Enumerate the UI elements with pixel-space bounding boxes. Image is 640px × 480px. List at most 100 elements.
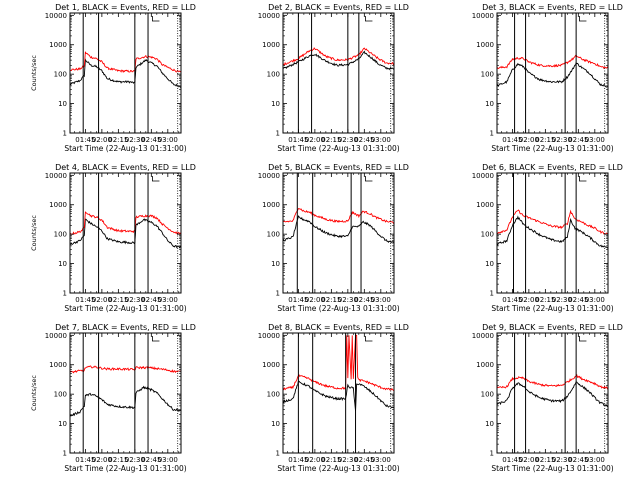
y-tick-label: 100 <box>267 71 280 79</box>
x-axis-label: Start Time (22-Aug-13 01:31:00) <box>491 304 613 313</box>
plot-frame <box>282 332 395 454</box>
x-tick-label: 02:45 <box>568 296 588 304</box>
y-tick-label: 1 <box>490 290 494 298</box>
state-bracket <box>365 16 373 22</box>
x-axis-label: Start Time (22-Aug-13 01:31:00) <box>64 304 186 313</box>
y-tick-label: 10 <box>271 420 280 428</box>
y-tick-label: 100 <box>481 391 494 399</box>
x-tick-label: 03:00 <box>585 136 605 144</box>
x-tick-label: 02:45 <box>354 136 374 144</box>
y-tick-label: 100 <box>54 391 67 399</box>
y-tick-label: 10 <box>485 100 494 108</box>
chart-title: Det 4, BLACK = Events, RED = LLD <box>55 163 196 172</box>
panel-det-5: Det 5, BLACK = Events, RED = LLD 1 10 100 10… <box>258 163 409 313</box>
x-tick-label: 02:30 <box>125 296 145 304</box>
series-lld-line <box>496 54 609 70</box>
x-tick-label: 02:15 <box>535 456 555 464</box>
chart-title: Det 3, BLACK = Events, RED = LLD <box>482 3 623 12</box>
x-axis-label: Start Time (22-Aug-13 01:31:00) <box>491 464 613 473</box>
plot-frame <box>69 172 182 294</box>
x-axis-label: Start Time (22-Aug-13 01:31:00) <box>277 304 399 313</box>
y-tick-label: 1000 <box>262 361 280 369</box>
x-axis-label: Start Time (22-Aug-13 01:31:00) <box>64 464 186 473</box>
x-tick-label: 02:15 <box>535 136 555 144</box>
y-tick-label: 10 <box>485 260 494 268</box>
x-tick-label: 02:15 <box>108 296 128 304</box>
y-tick-label: 10 <box>58 260 67 268</box>
series-lld-line <box>282 334 395 391</box>
y-axis-label: Counts/sec <box>30 55 38 91</box>
x-tick-label: 02:30 <box>552 296 572 304</box>
x-tick-label: 02:15 <box>535 296 555 304</box>
x-tick-label: 01:45 <box>288 296 308 304</box>
panel-det-6: Det 6, BLACK = Events, RED = LLD 1 10 100 10… <box>472 163 623 313</box>
state-bracket <box>152 176 160 182</box>
x-tick-label: 02:00 <box>92 456 112 464</box>
x-tick-label: 02:00 <box>519 296 539 304</box>
x-tick-label: 03:00 <box>158 456 178 464</box>
x-tick-label: 02:45 <box>354 456 374 464</box>
panel-det-1: Det 1, BLACK = Events, RED = LLD 1 10 100 10… <box>30 3 196 153</box>
x-tick-label: 02:00 <box>305 136 325 144</box>
y-tick-label: 10000 <box>472 172 494 180</box>
y-tick-label: 1000 <box>49 361 67 369</box>
series-lld-line <box>69 211 182 236</box>
y-tick-label: 10000 <box>258 172 280 180</box>
x-tick-label: 03:00 <box>371 296 391 304</box>
y-tick-label: 1 <box>490 450 494 458</box>
chart-title: Det 1, BLACK = Events, RED = LLD <box>55 3 196 12</box>
plot-frame <box>496 172 609 294</box>
y-tick-label: 100 <box>54 231 67 239</box>
series-lld-line <box>69 51 182 74</box>
series-events-line <box>69 385 182 418</box>
x-tick-label: 02:00 <box>519 136 539 144</box>
x-tick-label: 02:15 <box>321 136 341 144</box>
x-tick-label: 02:00 <box>305 456 325 464</box>
series-lld-line <box>282 47 395 66</box>
y-tick-label: 10000 <box>45 332 67 340</box>
x-tick-label: 01:45 <box>502 296 522 304</box>
plot-frame <box>496 12 609 134</box>
x-tick-label: 02:15 <box>321 456 341 464</box>
y-tick-label: 1000 <box>49 201 67 209</box>
y-tick-label: 1 <box>276 130 280 138</box>
x-tick-label: 02:45 <box>568 456 588 464</box>
y-tick-label: 1000 <box>262 41 280 49</box>
x-tick-label: 03:00 <box>158 136 178 144</box>
y-tick-label: 1 <box>276 290 280 298</box>
y-tick-label: 100 <box>481 231 494 239</box>
state-bracket <box>579 336 587 342</box>
y-tick-label: 1000 <box>476 201 494 209</box>
series-lld-line <box>282 208 395 224</box>
x-tick-label: 01:45 <box>75 296 95 304</box>
x-tick-label: 02:30 <box>338 136 358 144</box>
series-lld-line <box>496 374 609 390</box>
x-tick-label: 01:45 <box>288 136 308 144</box>
plot-frame <box>282 172 395 294</box>
x-tick-label: 02:15 <box>321 296 341 304</box>
y-tick-label: 100 <box>481 71 494 79</box>
y-tick-label: 10000 <box>258 12 280 20</box>
x-tick-label: 02:00 <box>519 456 539 464</box>
x-tick-label: 03:00 <box>585 456 605 464</box>
y-tick-label: 10000 <box>472 12 494 20</box>
plot-frame <box>282 12 395 134</box>
y-tick-label: 1 <box>63 450 67 458</box>
x-tick-label: 03:00 <box>371 456 391 464</box>
x-tick-label: 02:30 <box>125 456 145 464</box>
x-tick-label: 02:30 <box>552 136 572 144</box>
x-tick-label: 01:45 <box>75 456 95 464</box>
series-events-line <box>282 215 395 244</box>
x-tick-label: 02:30 <box>552 456 572 464</box>
chart-title: Det 6, BLACK = Events, RED = LLD <box>482 163 623 172</box>
series-events-line <box>496 61 609 88</box>
x-tick-label: 02:00 <box>305 296 325 304</box>
series-events-line <box>69 57 182 88</box>
y-tick-label: 1000 <box>262 201 280 209</box>
chart-title: Det 8, BLACK = Events, RED = LLD <box>268 323 409 332</box>
state-bracket <box>365 176 373 182</box>
panel-det-9: Det 9, BLACK = Events, RED = LLD 1 10 100 10… <box>472 323 623 473</box>
plot-frame <box>69 332 182 454</box>
series-events-line <box>282 380 395 411</box>
y-axis-label: Counts/sec <box>30 375 38 411</box>
